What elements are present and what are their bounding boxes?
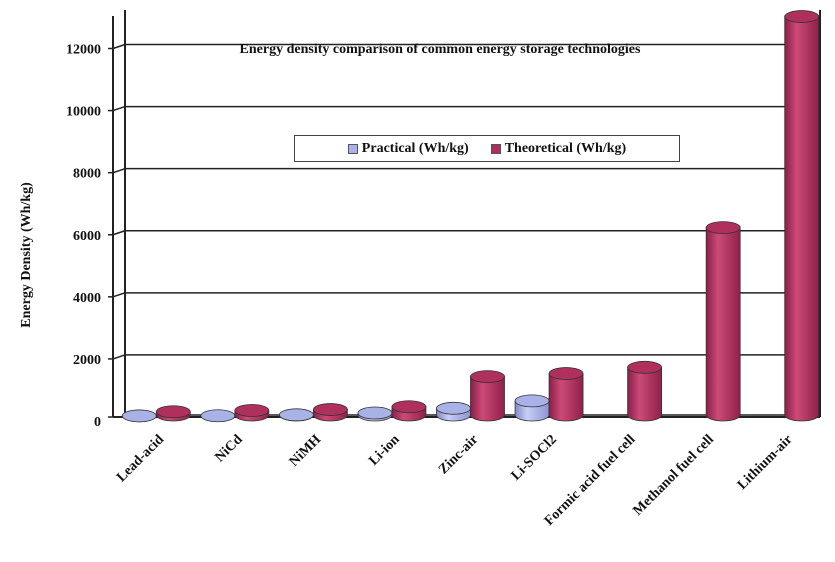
legend-swatch-theoretical (490, 143, 501, 154)
bar-body (784, 16, 820, 422)
x-tick-label-8: Lithium-air (735, 432, 796, 493)
y-tick-label-0: 0 (94, 415, 101, 430)
x-tick-label-2: NiMH (287, 432, 325, 470)
bar-theoretical-8 (784, 10, 820, 422)
x-tick-label-6: Formic acid fuel cell (542, 432, 639, 529)
y-tick-label-10000: 10000 (66, 105, 101, 120)
bar-top (705, 221, 741, 235)
bar-top (436, 401, 471, 415)
bar-theoretical-6 (627, 360, 663, 422)
legend-label-practical: Practical (Wh/kg) (361, 140, 469, 156)
gridline-diag-6000 (112, 230, 126, 236)
x-tick-label-7: Methanol fuel cell (631, 432, 718, 519)
bar-body (548, 373, 584, 422)
bar-top (121, 409, 157, 423)
bar-theoretical-7 (705, 221, 741, 422)
y-axis-label: Energy Density (Wh/kg) (19, 182, 34, 328)
bar-body (705, 227, 741, 422)
bar-top (357, 406, 393, 420)
legend-item-practical: Practical (Wh/kg) (347, 140, 469, 157)
bar-top (200, 409, 236, 423)
bar-practical-4 (436, 401, 471, 422)
legend-item-theoretical: Theoretical (Wh/kg) (490, 140, 627, 157)
bar-theoretical-2 (312, 403, 348, 422)
chart-title: Energy density comparison of common ener… (240, 42, 641, 57)
bar-theoretical-0 (155, 405, 191, 422)
bar-top (312, 403, 348, 416)
bar-top (548, 367, 584, 380)
x-tick-label-1: NiCd (212, 432, 245, 465)
y-tick-label-4000: 4000 (73, 291, 101, 306)
bar-top (234, 404, 270, 417)
x-tick-label-4: Zinc-air (436, 432, 481, 477)
bar-body (470, 376, 505, 422)
bar-top (391, 400, 427, 414)
y-tick-label-6000: 6000 (73, 229, 101, 244)
gridline-diag-8000 (112, 167, 126, 174)
bar-top (155, 405, 191, 419)
bar-top (784, 10, 820, 23)
bar-theoretical-1 (234, 404, 270, 422)
bar-body (627, 366, 663, 422)
grid-layer: 0 2000 4000 6000 8000 10000 12000 (66, 43, 820, 430)
bar-practical-2 (278, 408, 314, 422)
y-tick-label-12000: 12000 (66, 43, 101, 58)
gridline-diag-2000 (112, 354, 126, 360)
bar-practical-1 (200, 409, 236, 423)
legend-label-theoretical: Theoretical (Wh/kg) (504, 140, 627, 156)
x-tick-label-3: Li-ion (366, 432, 403, 469)
bar-practical-5 (514, 394, 550, 422)
legend: Practical (Wh/kg) Theoretical (Wh/kg) (294, 135, 680, 162)
bar-top (514, 394, 550, 408)
gridline-diag-12000 (112, 43, 126, 50)
bar-theoretical-5 (548, 367, 584, 422)
bar-theoretical-4 (470, 370, 505, 422)
bar-practical-3 (357, 406, 393, 422)
gridline-diag-10000 (112, 105, 126, 112)
y-tick-label-8000: 8000 (73, 167, 101, 182)
bar-theoretical-3 (391, 400, 427, 422)
bars-layer (121, 10, 820, 423)
bar-top (278, 408, 314, 422)
bar-practical-0 (121, 409, 157, 423)
bar-top (627, 360, 663, 374)
y-tick-label-2000: 2000 (73, 353, 101, 368)
x-tick-labels: Lead-acid NiCd NiMH Li-ion Zinc-air Li-SOCl2F… (114, 432, 795, 529)
legend-swatch-practical (347, 143, 358, 154)
gridline-diag-4000 (112, 292, 126, 298)
x-tick-label-0: Lead-acid (114, 432, 167, 485)
bar-top (470, 370, 505, 384)
x-tick-label-5: Li-SOCl2 (509, 432, 560, 483)
